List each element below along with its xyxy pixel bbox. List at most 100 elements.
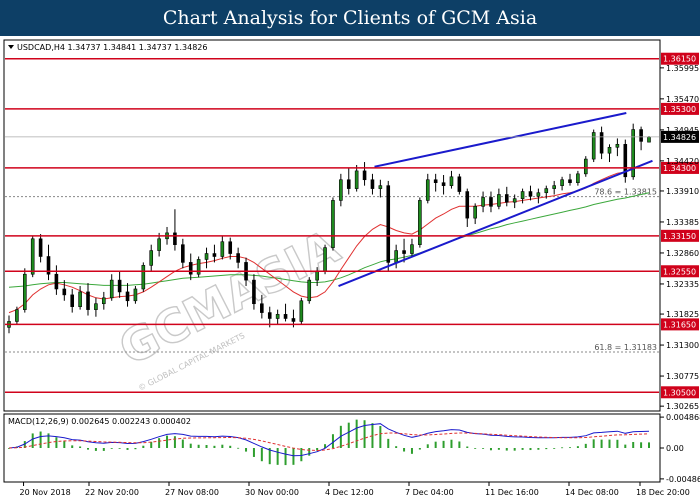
- moving-average-red: [8, 161, 650, 314]
- macd-histogram-bar: [284, 448, 287, 466]
- macd-histogram-bar: [308, 448, 311, 456]
- candle-body: [62, 288, 67, 296]
- macd-histogram-bar: [363, 420, 366, 448]
- macd-histogram-bar: [71, 445, 74, 448]
- macd-histogram-bar: [79, 446, 82, 448]
- candle-body: [489, 197, 493, 207]
- macd-histogram-bar: [474, 448, 477, 449]
- candle-body: [228, 241, 233, 254]
- macd-histogram-bar: [8, 448, 10, 449]
- macd-histogram-bar: [561, 447, 564, 449]
- candle-body: [283, 314, 288, 319]
- chart-title-banner: Chart Analysis for Clients of GCM Asia: [0, 0, 700, 36]
- candle-body: [418, 200, 422, 245]
- candle-body: [275, 314, 280, 319]
- macd-histogram-bar: [576, 446, 579, 448]
- y-tick-label: 1.32860: [666, 249, 699, 258]
- x-tick-label: 4 Dec 12:00: [325, 488, 374, 497]
- macd-histogram-bar: [410, 448, 413, 454]
- candle-body: [157, 238, 161, 251]
- x-tick-label: 14 Dec 08:00: [565, 488, 619, 497]
- macd-histogram-bar: [489, 448, 492, 451]
- candle-body: [133, 288, 138, 302]
- macd-y-tick-label: 0.00: [666, 444, 684, 453]
- macd-histogram-bar: [63, 441, 66, 448]
- candle-body: [607, 146, 612, 154]
- fibonacci-level-label: 61.8 = 1.31183: [594, 343, 657, 352]
- level-price-tag: [661, 318, 699, 331]
- level-price-tag: [661, 265, 699, 278]
- candle-body: [425, 179, 430, 201]
- macd-histogram-bar: [118, 448, 121, 449]
- x-tick-label: 11 Dec 16:00: [485, 488, 539, 497]
- candle-body: [307, 279, 312, 302]
- macd-histogram-bar: [395, 446, 398, 448]
- candle-body: [449, 176, 454, 186]
- candle-body: [149, 250, 154, 266]
- macd-histogram-bar: [47, 433, 50, 448]
- level-price-label: 1.31650: [663, 320, 696, 329]
- candle-body: [181, 244, 185, 263]
- moving-average-green: [8, 192, 650, 288]
- macd-histogram-bar: [442, 440, 445, 448]
- candle-body: [267, 312, 272, 319]
- candle-body: [599, 132, 604, 154]
- candle-body: [212, 253, 217, 257]
- candle-body: [497, 194, 501, 207]
- candle-body: [38, 238, 43, 257]
- y-tick-label: 1.34945: [666, 126, 699, 135]
- candle-body: [639, 129, 643, 142]
- candle-body: [323, 247, 327, 272]
- candle-body: [631, 129, 635, 178]
- candle-body: [220, 241, 225, 257]
- candle-body: [354, 170, 359, 189]
- candle-body: [236, 253, 240, 263]
- macd-histogram-bar: [331, 434, 334, 448]
- macd-histogram-bar: [624, 444, 627, 448]
- candle-body: [362, 170, 367, 181]
- y-tick-label: 1.35470: [666, 95, 699, 104]
- candle-body: [465, 191, 470, 219]
- level-price-label: 1.33150: [663, 232, 696, 241]
- candle-body: [299, 300, 304, 322]
- candle-body: [457, 176, 462, 192]
- chart-area: GCMASIA © GLOBAL CAPITAL MARKETS 78.6 = …: [3, 39, 700, 497]
- candle-body: [433, 179, 438, 183]
- level-price-tag: [661, 386, 699, 399]
- macd-histogram-bar: [616, 439, 619, 448]
- price-header: USDCAD,H4 1.34737 1.34841 1.34737 1.3482…: [17, 43, 207, 52]
- macd-histogram-bar: [292, 448, 295, 465]
- macd-histogram-bar: [237, 447, 240, 449]
- macd-histogram-bar: [150, 441, 153, 448]
- macd-histogram-bar: [102, 448, 105, 451]
- macd-histogram-bar: [252, 448, 255, 457]
- x-tick-label: 30 Nov 00:00: [245, 488, 299, 497]
- candle-body: [125, 291, 130, 302]
- macd-histogram-bar: [94, 448, 97, 451]
- y-tick-label: 1.30265: [666, 402, 699, 411]
- x-tick-label: 22 Nov 20:00: [85, 488, 139, 497]
- candle-body: [512, 198, 517, 203]
- level-price-label: 1.34300: [663, 164, 696, 173]
- macd-histogram-bar: [39, 431, 42, 448]
- macd-histogram-bar: [189, 443, 192, 448]
- macd-histogram-bar: [260, 448, 263, 462]
- y-tick-label: 1.33385: [666, 218, 699, 227]
- candle-body: [94, 303, 98, 310]
- macd-histogram-bar: [324, 444, 327, 448]
- macd-histogram-bar: [55, 437, 58, 448]
- macd-histogram-bar: [482, 448, 485, 449]
- macd-signal-line: [8, 432, 650, 452]
- candle-body: [331, 200, 335, 248]
- collapse-triangle-icon[interactable]: [8, 45, 14, 49]
- macd-histogram-bar: [229, 445, 232, 448]
- candle-body: [591, 132, 596, 160]
- macd-histogram-bar: [158, 438, 161, 448]
- level-price-label: 1.36150: [663, 55, 696, 64]
- x-tick-label: 18 Dec 20:00: [636, 488, 690, 497]
- macd-histogram-bar: [513, 448, 516, 451]
- current-price-label: 1.34826: [663, 133, 696, 142]
- macd-histogram-bar: [197, 444, 200, 448]
- macd-histogram-bar: [31, 433, 34, 448]
- macd-histogram-bar: [347, 422, 350, 448]
